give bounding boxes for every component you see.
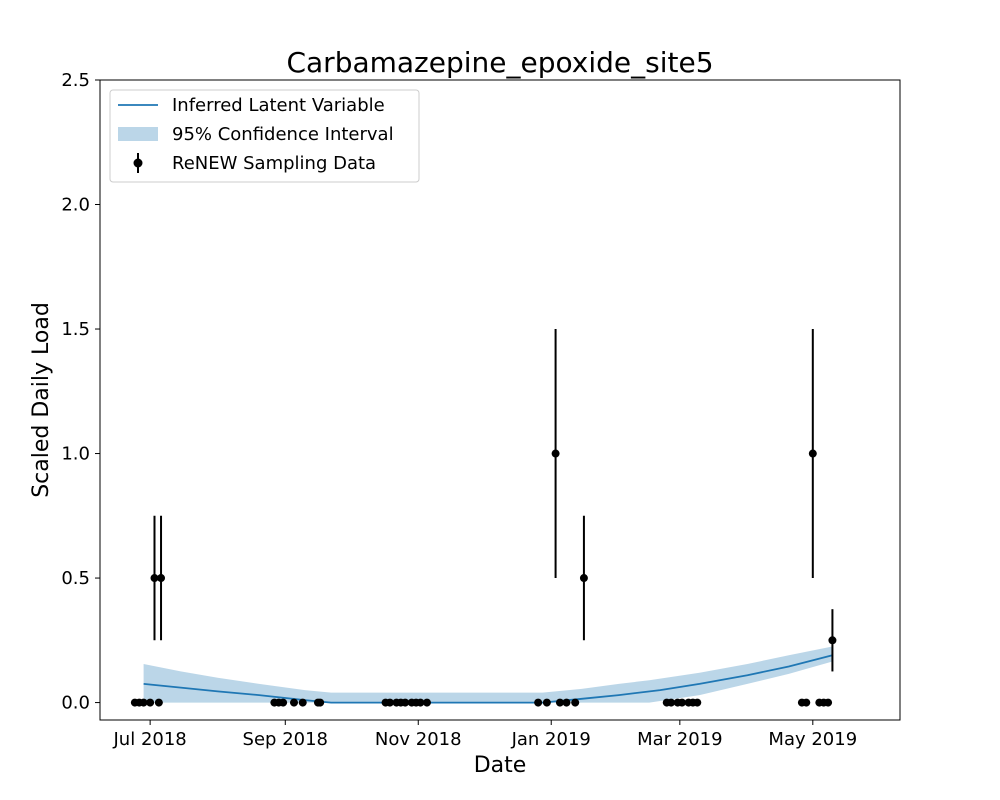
data-point [667,698,676,707]
data-point [385,698,394,707]
data-point [146,698,155,707]
data-point [298,698,307,707]
data-point [422,698,431,707]
x-axis-label: Date [474,753,527,778]
y-tick-label: 0.0 [61,693,90,714]
x-tick-label: Nov 2018 [375,729,462,750]
data-point [139,698,148,707]
data-point [150,574,159,583]
latent-variable-line [143,654,833,704]
y-tick-label: 2.5 [61,70,90,91]
data-point [154,698,163,707]
y-tick-label: 1.5 [61,319,90,340]
data-point [693,698,702,707]
data-point [290,698,299,707]
data-point [802,698,811,707]
x-tick-label: Sep 2018 [243,729,328,750]
data-point [157,574,166,583]
confidence-band [143,646,833,703]
x-tick-label: May 2019 [768,729,857,750]
legend-band-swatch [118,127,158,141]
data-point [824,698,833,707]
x-tick-label: Mar 2019 [637,729,723,750]
y-tick-label: 0.5 [61,568,90,589]
legend-marker-swatch [133,158,143,168]
legend-label-ci: 95% Confidence Interval [172,124,394,145]
y-axis-label: Scaled Daily Load [29,302,54,498]
data-point [534,698,543,707]
y-tick-label: 2.0 [61,195,90,216]
legend-label-latent: Inferred Latent Variable [172,95,385,116]
data-point [551,449,560,458]
y-tick-label: 1.0 [61,444,90,465]
data-point [401,698,410,707]
chart-title: Carbamazepine_epoxide_site5 [286,46,713,79]
plot-area [130,329,837,707]
y-axis: 0.0 0.5 1.0 1.5 2.0 2.5 [61,70,100,714]
data-point [562,698,571,707]
data-point [279,698,288,707]
x-axis: Jul 2018 Sep 2018 Nov 2018 Jan 2019 Mar 2019… [113,720,857,750]
data-point [678,698,687,707]
data-point [416,698,425,707]
data-point [579,574,588,583]
x-tick-label: Jan 2019 [511,729,591,750]
data-point [808,449,817,458]
data-point [828,636,837,645]
data-point [571,698,580,707]
data-point [542,698,551,707]
data-point [555,698,564,707]
data-point [316,698,325,707]
legend-label-data: ReNEW Sampling Data [172,153,376,174]
legend: Inferred Latent Variable 95% Confidence … [109,89,420,183]
plot-frame [99,79,901,721]
legend-box [109,89,420,183]
x-tick-label: Jul 2018 [113,729,187,750]
